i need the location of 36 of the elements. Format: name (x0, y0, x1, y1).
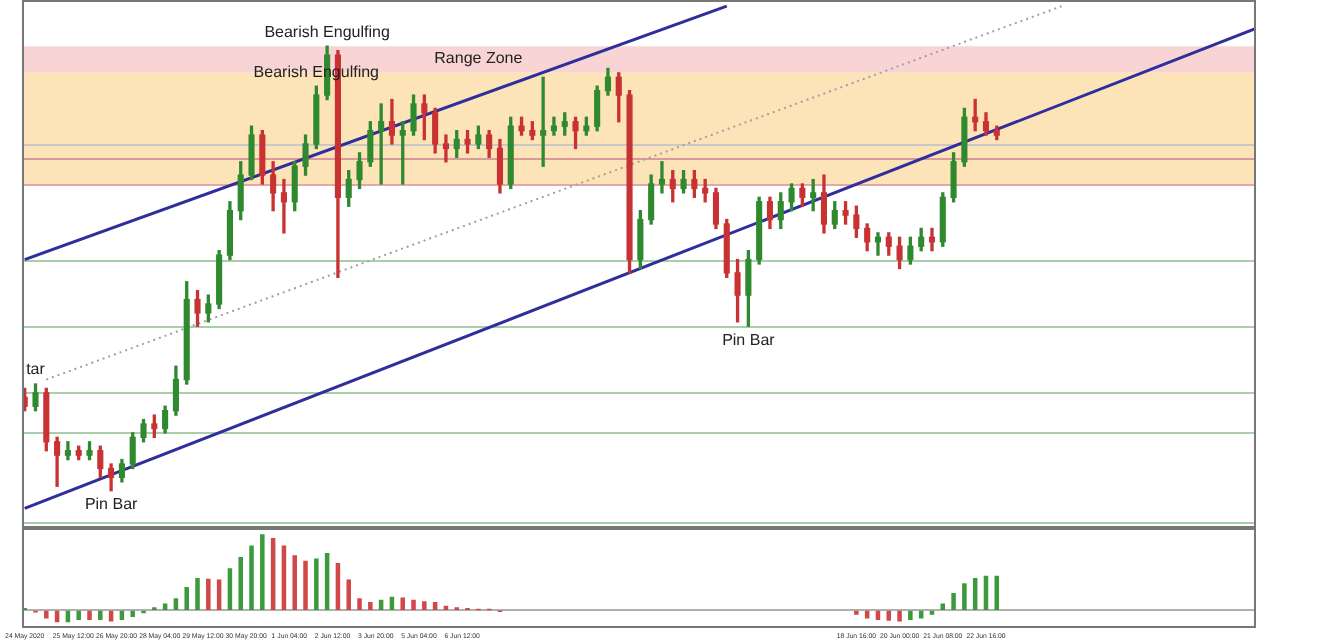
bar (184, 587, 189, 610)
bar (195, 577, 200, 610)
bar (400, 597, 405, 610)
bar (173, 598, 179, 610)
bar (98, 610, 103, 620)
bar (357, 598, 362, 610)
bar (206, 578, 211, 610)
bar (303, 560, 308, 610)
annotation: Pin Bar (722, 330, 776, 349)
bar (908, 610, 913, 620)
candlestick (442, 134, 449, 163)
candlestick (378, 103, 385, 185)
bar (292, 555, 297, 610)
bar (314, 558, 319, 610)
candlestick (540, 76, 547, 167)
bar (951, 593, 956, 610)
candlestick (280, 178, 287, 234)
bar (411, 599, 416, 610)
annotation: tar (26, 360, 46, 379)
annotation: Pin Bar (84, 495, 139, 514)
bar (216, 579, 222, 610)
bar (130, 610, 135, 617)
bar (346, 579, 351, 610)
bar (249, 545, 254, 610)
bar (238, 556, 243, 610)
bar (260, 534, 265, 610)
annotation: Bearish Engulfing (264, 22, 390, 41)
bar (368, 602, 373, 610)
bar (87, 610, 92, 620)
bar (962, 583, 967, 610)
candlestick (658, 161, 666, 194)
bar (44, 610, 49, 619)
annotation: Range Zone (434, 49, 524, 68)
bar (76, 610, 81, 620)
bar (422, 601, 427, 610)
bar (897, 610, 902, 622)
